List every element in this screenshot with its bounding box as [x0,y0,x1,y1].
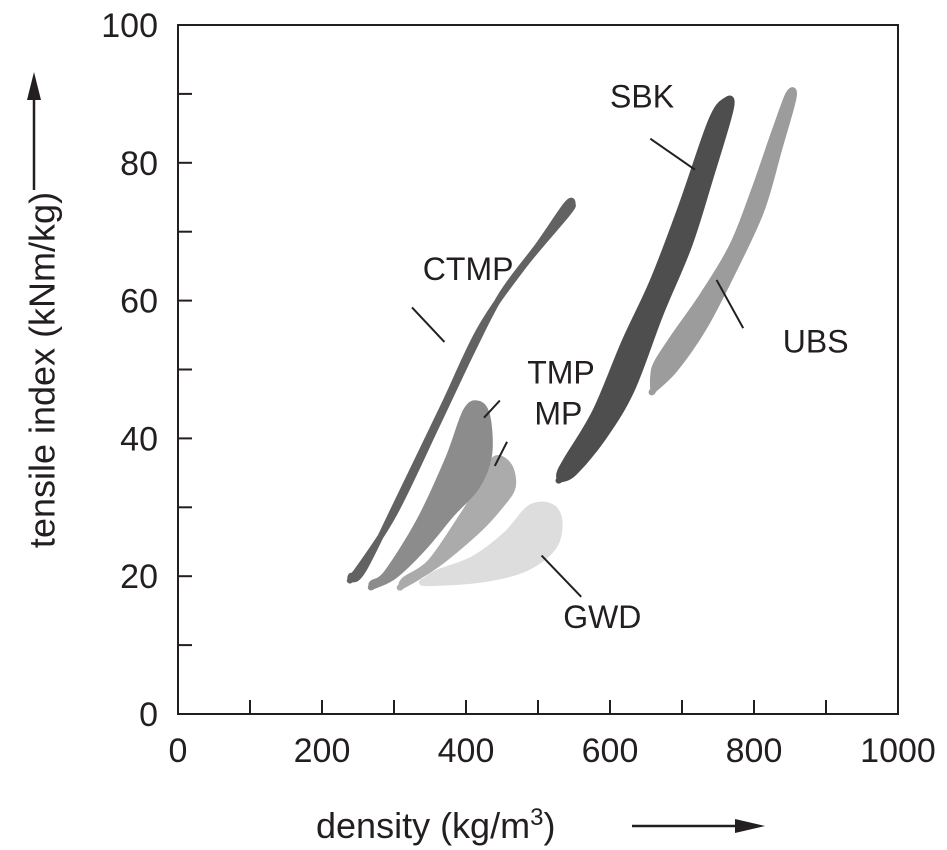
x-tick-label: 200 [294,732,351,770]
label-gwd: GWD [563,599,641,635]
y-tick-label: 60 [120,283,158,321]
label-ubs: UBS [783,323,849,359]
y-tick-label: 100 [101,7,158,45]
y-tick-label: 80 [120,145,158,183]
label-mp: MP [534,396,582,432]
x-axis-label-main: density (kg/m [316,805,530,846]
region-ctmp [346,197,576,584]
x-tick-label: 600 [582,732,639,770]
label-tmp: TMP [527,354,595,390]
x-tick-label: 400 [438,732,495,770]
leader-ctmp [411,306,446,343]
leaders-layer [411,137,745,598]
regions-layer [346,87,797,591]
region-tmp [367,400,493,591]
y-axis-label: tensile index (kNm/kg) [22,192,63,548]
x-axis-label-sup: 3 [530,804,543,831]
leader-tmp [483,399,501,419]
region-gwd [418,501,563,587]
x-tick-label: 0 [169,732,188,770]
y-tick-label: 0 [139,696,158,734]
y-tick-label: 20 [120,558,158,596]
label-ctmp: CTMP [423,251,514,287]
leader-mp [493,441,508,467]
y-axis-arrow-head [27,72,41,100]
x-axis-label-close: ) [543,805,555,846]
region-ubs [648,87,797,396]
x-axis-label: density (kg/m3) [316,804,555,847]
leader-sbk [649,137,696,171]
region-mp [396,455,517,591]
leader-gwd [540,554,582,598]
labels-layer: CTMP TMP MP GWD SBK UBS [423,79,849,635]
x-tick-label: 800 [726,732,783,770]
x-tick-label: 1000 [860,732,936,770]
ticks-layer: 0 200 400 600 800 1000 0 20 40 60 80 100 [101,7,936,770]
region-sbk [555,95,735,484]
label-sbk: SBK [610,79,674,115]
y-tick-label: 40 [120,420,158,458]
x-axis-arrow-head [735,819,765,833]
leader-ubs [715,279,745,329]
